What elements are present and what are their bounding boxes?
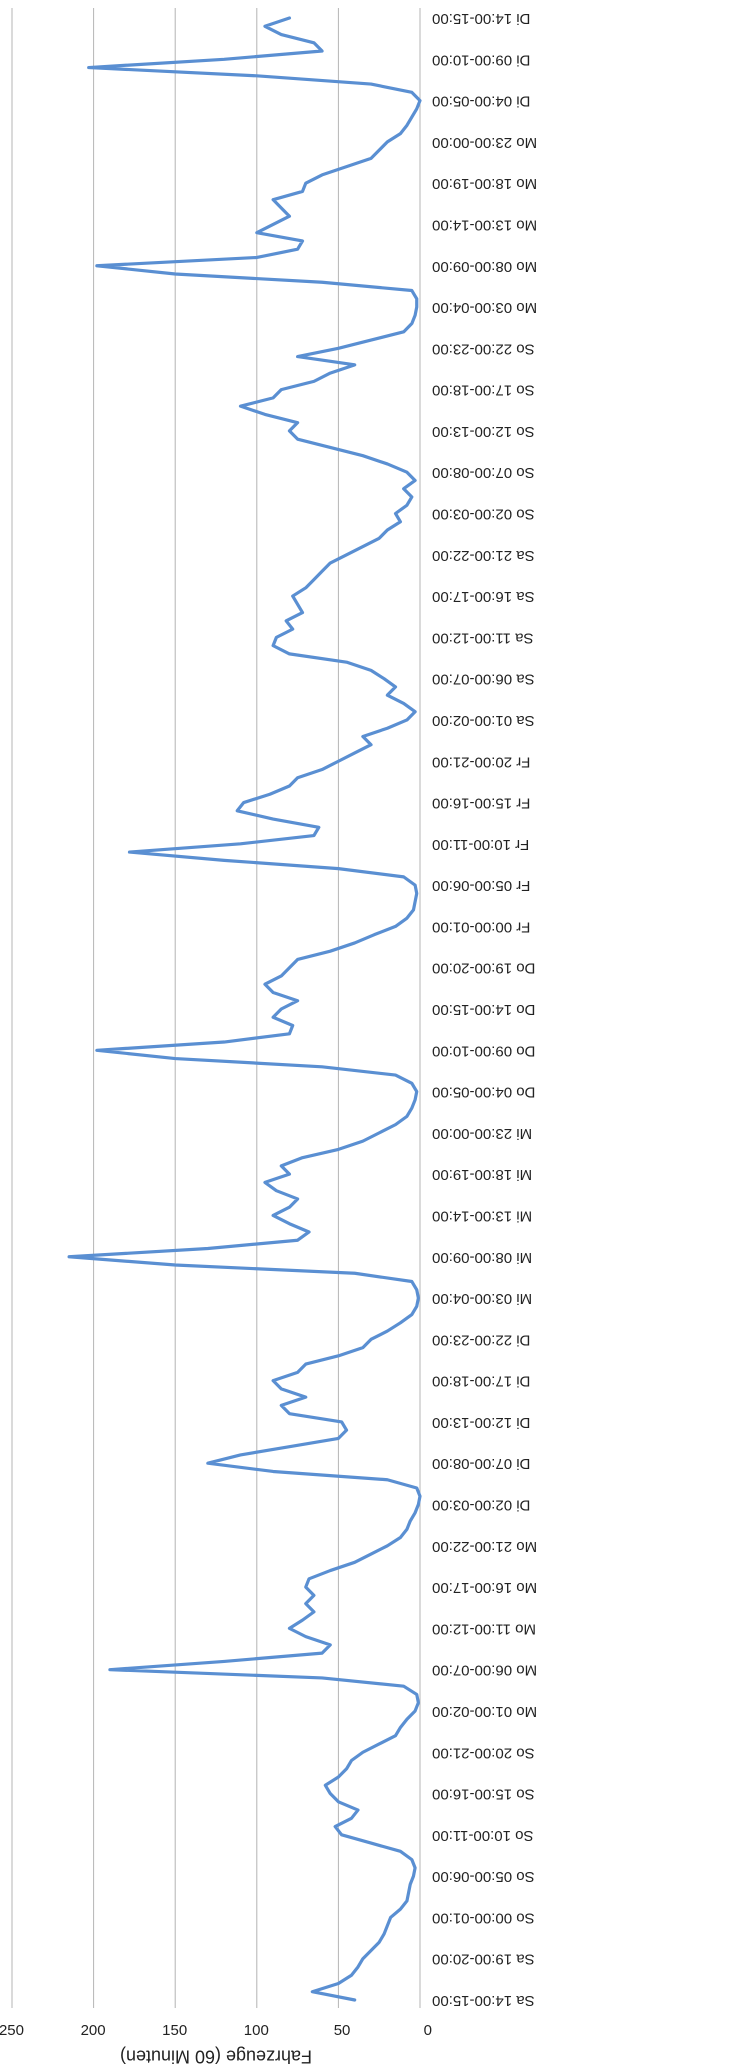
x-tick-label: So 00:00-01:00 — [432, 1909, 535, 1926]
x-tick-label: Fr 00:00-01:00 — [432, 918, 530, 935]
data-line — [67, 16, 422, 2002]
x-tick-label: Mi 18:00-19:00 — [432, 1166, 532, 1183]
x-tick-label: Mo 01:00-02:00 — [432, 1703, 537, 1720]
y-tick-label: 0 — [424, 2022, 432, 2039]
x-tick-label: Di 14:00-15:00 — [432, 10, 530, 27]
y-tick-label: 100 — [244, 2022, 269, 2039]
x-tick-label: So 12:00-13:00 — [432, 423, 535, 440]
x-tick-label: Mi 13:00-14:00 — [432, 1207, 532, 1224]
x-tick-label: Di 02:00-03:00 — [432, 1497, 530, 1514]
x-tick-label: So 02:00-03:00 — [432, 506, 535, 523]
x-tick-label: Mo 03:00-04:00 — [432, 299, 537, 316]
x-tick-label: Sa 14:00-15:00 — [432, 1992, 535, 2009]
x-tick-label: Mo 18:00-19:00 — [432, 175, 537, 192]
x-tick-label: Do 14:00-15:00 — [432, 1001, 535, 1018]
x-tick-label: So 10:00-11:00 — [432, 1827, 533, 1844]
x-tick-label: Fr 05:00-06:00 — [432, 877, 530, 894]
x-tick-label: Sa 01:00-02:00 — [432, 712, 535, 729]
x-tick-label: Do 19:00-20:00 — [432, 960, 535, 977]
x-tick-label: So 17:00-18:00 — [432, 382, 535, 399]
x-tick-label: Mo 23:00-00:00 — [432, 134, 537, 151]
x-tick-label: Mo 06:00-07:00 — [432, 1662, 537, 1679]
x-tick-label: Mo 13:00-14:00 — [432, 216, 537, 233]
x-tick-label: Mo 11:00-12:00 — [432, 1620, 536, 1637]
x-tick-label: Do 09:00-10:00 — [432, 1042, 535, 1059]
x-tick-label: Mo 08:00-09:00 — [432, 258, 537, 275]
x-tick-label: Sa 19:00-20:00 — [432, 1951, 535, 1968]
x-tick-label: Sa 06:00-07:00 — [432, 671, 535, 688]
x-tick-label: Fr 10:00-11:00 — [432, 836, 529, 853]
x-tick-label: Mi 23:00-00:00 — [432, 1125, 532, 1142]
x-tick-label: Mi 03:00-04:00 — [432, 1290, 532, 1307]
y-axis-title: Fahrzeuge (60 Minuten) — [120, 2046, 312, 2066]
rotated-chart: 0 50 100 150 200 250 Fahrzeuge (60 Minuten) Sa … — [0, 8, 537, 2066]
x-tick-label: Mi 08:00-09:00 — [432, 1249, 532, 1266]
y-tick-label: 200 — [81, 2022, 106, 2039]
x-tick-label: Di 17:00-18:00 — [432, 1373, 530, 1390]
x-tick-label: Mo 21:00-22:00 — [432, 1538, 537, 1555]
y-tick-label: 50 — [334, 2022, 351, 2039]
x-tick-label: So 05:00-06:00 — [432, 1868, 535, 1885]
x-tick-label: Fr 20:00-21:00 — [432, 753, 530, 770]
x-tick-label: So 07:00-08:00 — [432, 464, 535, 481]
x-tick-label: Di 22:00-23:00 — [432, 1331, 530, 1348]
x-tick-label: Sa 16:00-17:00 — [432, 588, 535, 605]
x-tick-label: Do 04:00-05:00 — [432, 1084, 535, 1101]
x-tick-label: Sa 21:00-22:00 — [432, 547, 535, 564]
x-tick-label: Di 09:00-10:00 — [432, 51, 530, 68]
y-tick-label: 150 — [162, 2022, 187, 2039]
x-tick-label: Di 12:00-13:00 — [432, 1414, 530, 1431]
x-tick-label: Di 07:00-08:00 — [432, 1455, 530, 1472]
x-tick-label: Sa 11:00-12:00 — [432, 629, 533, 646]
x-tick-label: So 22:00-23:00 — [432, 340, 535, 357]
x-tick-label: Fr 15:00-16:00 — [432, 795, 530, 812]
x-tick-label: Mo 16:00-17:00 — [432, 1579, 537, 1596]
y-tick-label: 250 — [0, 2022, 24, 2039]
x-tick-label: So 15:00-16:00 — [432, 1786, 535, 1803]
x-tick-label: Di 04:00-05:00 — [432, 93, 530, 110]
x-tick-label: So 20:00-21:00 — [432, 1744, 535, 1761]
